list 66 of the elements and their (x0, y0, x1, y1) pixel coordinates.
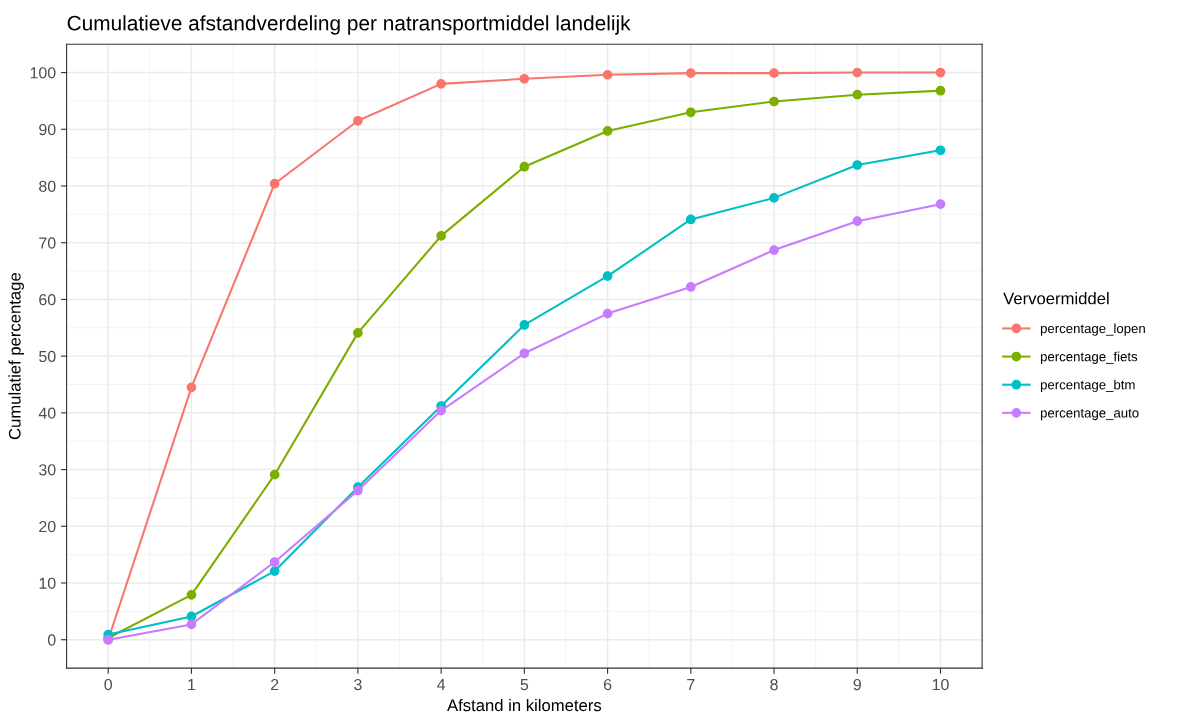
y-tick-label: 10 (39, 577, 56, 589)
point (935, 199, 946, 210)
point (519, 161, 530, 172)
point (769, 193, 779, 203)
legend-label: percentage_fiets (1040, 351, 1138, 364)
x-tick-label: 9 (853, 678, 861, 691)
point (353, 115, 363, 126)
point (269, 557, 280, 567)
x-tick-label: 7 (687, 679, 695, 691)
point (186, 619, 197, 630)
chart-title: Cumulatieve afstandverdeling per natransportmiddel landelijk (67, 15, 631, 35)
point (602, 308, 613, 319)
y-tick-label: 50 (39, 350, 56, 363)
point (852, 160, 863, 170)
point (852, 216, 863, 227)
x-tick-label: 3 (354, 678, 362, 691)
y-tick-label: 100 (30, 67, 56, 79)
legend-label: percentage_btm (1040, 379, 1135, 393)
point (602, 69, 613, 80)
point (436, 231, 446, 241)
point (269, 178, 280, 189)
point (769, 245, 779, 255)
point (935, 67, 946, 78)
x-tick-label: 5 (520, 679, 529, 691)
point (353, 328, 363, 338)
point (935, 145, 946, 156)
point (769, 68, 779, 78)
x-tick-label: 0 (104, 678, 113, 691)
x-tick-label: 10 (932, 678, 949, 691)
legend-label: percentage_lopen (1040, 323, 1145, 336)
point (852, 89, 863, 100)
legend-title: Vervoermiddel (1003, 292, 1109, 305)
point (519, 320, 530, 330)
x-tick-label: 2 (271, 678, 279, 691)
point (685, 282, 696, 292)
point (685, 107, 696, 118)
point (685, 214, 696, 225)
y-tick-label: 60 (39, 294, 56, 306)
point (602, 126, 613, 136)
point (269, 469, 280, 480)
point (602, 271, 613, 282)
y-tick-label: 0 (47, 634, 56, 646)
x-tick-label: 1 (188, 679, 196, 691)
y-tick-label: 80 (39, 180, 56, 192)
y-tick-label: 40 (38, 407, 56, 419)
y-tick-label: 70 (39, 237, 56, 249)
point (436, 405, 446, 416)
point (269, 566, 280, 576)
point (436, 79, 446, 89)
point (186, 382, 197, 393)
x-tick-label: 6 (603, 678, 612, 691)
point (685, 68, 696, 78)
point (186, 590, 197, 600)
x-axis-title: Afstand in kilometers (447, 698, 602, 712)
y-axis-title: Cumulatief percentage (8, 273, 24, 440)
y-tick-label: 90 (39, 123, 56, 136)
point (769, 96, 779, 107)
point (852, 67, 863, 78)
x-tick-label: 8 (770, 678, 778, 691)
legend-label: percentage_auto (1040, 408, 1139, 421)
x-tick-label: 4 (437, 679, 446, 691)
y-tick-label: 20 (39, 520, 56, 533)
point (519, 73, 530, 84)
point (519, 348, 530, 359)
y-tick-label: 30 (39, 464, 56, 476)
point (935, 85, 946, 96)
